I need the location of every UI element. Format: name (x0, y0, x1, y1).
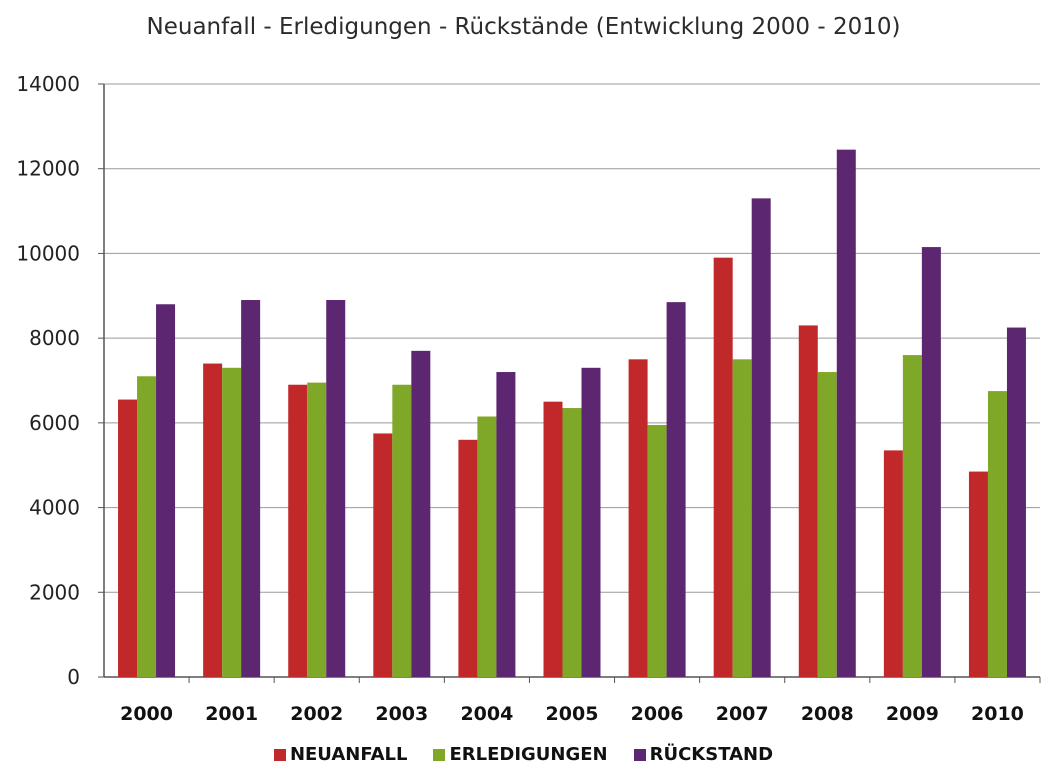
bar-erledigungen-2001 (222, 367, 242, 677)
bar-r-ckstand-2006 (666, 302, 686, 677)
bar-r-ckstand-2000 (156, 304, 176, 677)
bar-r-ckstand-2010 (1006, 327, 1026, 677)
legend-label: NEUANFALL (289, 744, 408, 765)
legend-label: ERLEDIGUNGEN (449, 744, 608, 765)
bar-erledigungen-2010 (987, 391, 1007, 677)
legend-item: ERLEDIGUNGEN (433, 744, 608, 765)
bar-r-ckstand-2003 (411, 350, 431, 677)
bar-erledigungen-2004 (477, 416, 497, 677)
chart-plot: 0 2000 4000 6000 8000 10000 12000 14000 2000 2001… (16, 72, 1041, 725)
bar-neuanfall-2010 (968, 471, 988, 677)
x-tick-label: 2008 (801, 703, 854, 725)
bar-neuanfall-2000 (118, 399, 138, 677)
x-tick-label: 2006 (631, 703, 684, 725)
bar-neuanfall-2003 (373, 433, 393, 677)
y-tick-label: 6000 (29, 411, 80, 435)
x-tick-label: 2009 (886, 703, 939, 725)
legend-item: NEUANFALL (273, 744, 408, 765)
bar-neuanfall-2009 (883, 450, 903, 677)
bar-neuanfall-2004 (458, 439, 478, 677)
bar-r-ckstand-2009 (921, 247, 941, 677)
bar-r-ckstand-2008 (836, 149, 856, 677)
y-tick-label: 8000 (29, 326, 80, 350)
bar-neuanfall-2006 (628, 359, 648, 677)
x-tick-label: 2007 (716, 703, 769, 725)
x-tick-label: 2003 (375, 703, 428, 725)
y-tick-label: 0 (67, 665, 80, 689)
bar-r-ckstand-2005 (581, 367, 601, 677)
bar-erledigungen-2000 (137, 376, 157, 677)
legend-swatch (633, 748, 646, 761)
legend-label: RÜCKSTAND (649, 744, 774, 765)
bar-erledigungen-2005 (562, 408, 582, 677)
y-tick-label: 10000 (16, 241, 80, 265)
y-tick-label: 4000 (29, 496, 80, 520)
x-tick-label: 2005 (546, 703, 599, 725)
x-tick-label: 2001 (205, 703, 258, 725)
bar-erledigungen-2006 (647, 424, 667, 677)
bar-erledigungen-2008 (817, 372, 837, 677)
y-tick-label: 14000 (16, 72, 80, 96)
x-tick-label: 2000 (120, 703, 173, 725)
bar-erledigungen-2009 (902, 355, 922, 677)
legend-swatch (273, 748, 286, 761)
legend-item: RÜCKSTAND (633, 744, 774, 765)
bar-neuanfall-2007 (713, 257, 733, 677)
x-tick-label: 2010 (971, 703, 1024, 725)
bar-r-ckstand-2004 (496, 372, 516, 677)
bar-erledigungen-2002 (307, 382, 327, 677)
x-tick-label: 2002 (290, 703, 343, 725)
bar-r-ckstand-2001 (241, 300, 261, 677)
bar-r-ckstand-2002 (326, 300, 346, 677)
bar-neuanfall-2002 (288, 384, 308, 677)
y-tick-label: 12000 (16, 157, 80, 181)
bar-neuanfall-2008 (798, 325, 818, 677)
bar-neuanfall-2005 (543, 401, 563, 677)
bar-erledigungen-2007 (732, 359, 752, 677)
chart-title: Neuanfall - Erledigungen - Rückstände (E… (146, 14, 901, 40)
x-tick-label: 2004 (460, 703, 513, 725)
bar-erledigungen-2003 (392, 384, 412, 677)
bar-r-ckstand-2007 (751, 198, 771, 677)
bar-neuanfall-2001 (203, 363, 223, 677)
y-tick-label: 2000 (29, 580, 80, 604)
legend-swatch (433, 748, 446, 761)
legend: NEUANFALL ERLEDIGUNGEN RÜCKSTAND (0, 744, 1047, 765)
